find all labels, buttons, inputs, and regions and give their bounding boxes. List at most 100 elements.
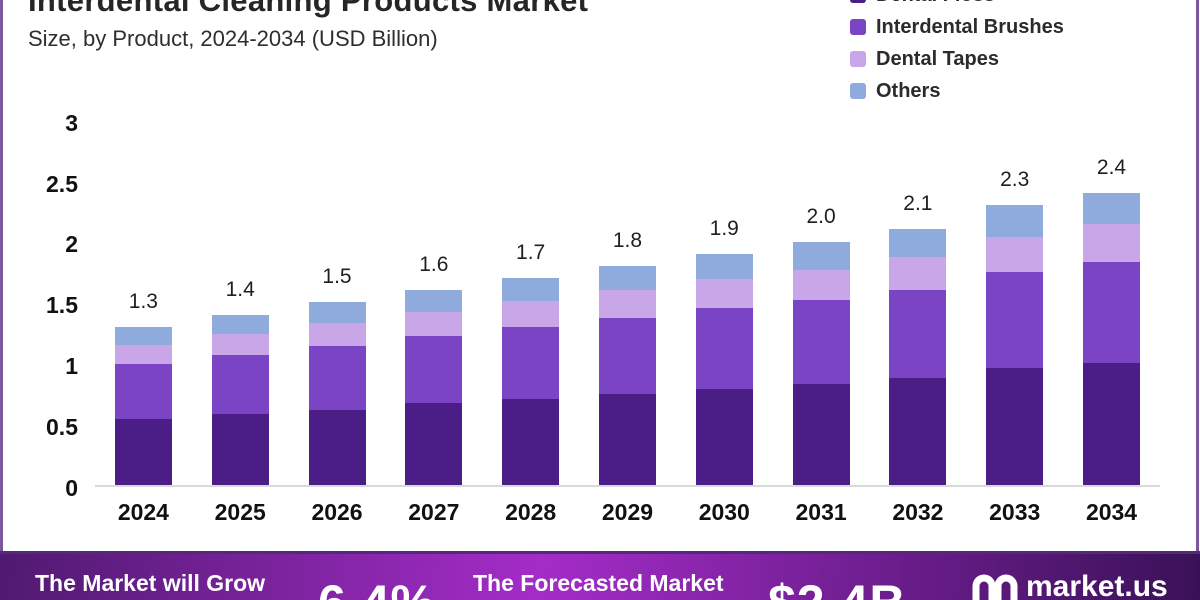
- bar-value-label: 2.3: [1000, 167, 1030, 191]
- stacked-bar-2033: [986, 204, 1044, 485]
- stacked-bar-2030: [695, 253, 753, 485]
- segment-dental-floss: [792, 383, 850, 485]
- footer-growth-value: 6.4%: [318, 574, 436, 600]
- x-axis-label: 2028: [505, 499, 557, 525]
- bar-slot: 1.5: [289, 265, 386, 485]
- y-tick-label: 0.5: [46, 414, 78, 441]
- segment-others: [695, 253, 753, 280]
- segment-others: [114, 326, 172, 345]
- y-tick-label: 3: [65, 109, 78, 136]
- stacked-bar-2027: [405, 290, 463, 485]
- legend-item-others: Others: [850, 79, 1064, 102]
- bar-value-label: 2.0: [806, 204, 836, 228]
- page-title: Interdental Cleaning Products Market: [28, 0, 589, 18]
- segment-others: [308, 302, 366, 324]
- segment-dental-tapes: [211, 334, 269, 355]
- bar-value-label: 2.1: [903, 192, 933, 216]
- bar-slot: 1.3: [95, 290, 192, 485]
- legend-label: Interdental Brushes: [876, 15, 1064, 38]
- bar-slot: 1.8: [579, 229, 676, 485]
- bar-value-label: 1.5: [322, 265, 352, 289]
- x-axis-line: [95, 485, 1160, 487]
- x-axis-label: 2030: [698, 499, 750, 525]
- segment-dental-tapes: [502, 301, 560, 327]
- segment-dental-floss: [405, 403, 463, 485]
- bar-value-label: 1.6: [419, 253, 449, 277]
- stacked-bar-2034: [1083, 192, 1141, 485]
- legend-swatch-dental-floss: [850, 0, 866, 3]
- segment-interdental-brushes: [502, 326, 560, 399]
- segment-dental-tapes: [405, 312, 463, 337]
- legend-item-dental-tapes: Dental Tapes: [850, 47, 1064, 70]
- segment-others: [1083, 192, 1141, 225]
- segment-others: [889, 229, 947, 258]
- segment-interdental-brushes: [308, 346, 366, 410]
- card-border-bottom: [0, 551, 1200, 554]
- bar-value-label: 1.3: [128, 289, 158, 313]
- page-subtitle: Size, by Product, 2024-2034 (USD Billion…: [28, 26, 438, 51]
- bar-slot: 2.1: [870, 192, 967, 485]
- segment-interdental-brushes: [986, 271, 1044, 369]
- x-axis-label: 2033: [989, 499, 1041, 525]
- segment-interdental-brushes: [889, 290, 947, 378]
- bar-slot: 2.0: [773, 205, 870, 485]
- segment-dental-tapes: [308, 323, 366, 347]
- legend-label: Others: [876, 79, 941, 102]
- x-axis-label: 2034: [1085, 499, 1138, 525]
- segment-interdental-brushes: [114, 364, 172, 420]
- legend-swatch-dental-tapes: [850, 51, 866, 67]
- segment-others: [792, 241, 850, 270]
- footer-growth-label: The Market will Grow: [35, 570, 266, 596]
- stacked-bar-2031: [792, 241, 850, 485]
- legend-label: Dental Floss: [876, 0, 995, 7]
- segment-dental-floss: [308, 409, 366, 485]
- segment-dental-tapes: [1083, 224, 1141, 263]
- segment-interdental-brushes: [598, 318, 656, 394]
- stacked-bar-2025: [211, 314, 269, 485]
- segment-interdental-brushes: [405, 336, 463, 404]
- bar-value-label: 1.7: [516, 240, 546, 264]
- segment-dental-floss: [695, 388, 753, 485]
- legend-item-interdental-brushes: Interdental Brushes: [850, 15, 1064, 38]
- segment-dental-floss: [986, 368, 1044, 485]
- bar-slot: 1.6: [385, 253, 482, 485]
- bar-slot: 1.7: [482, 241, 579, 485]
- market-us-logo-icon: [972, 574, 1018, 600]
- bar-slot: 2.3: [966, 168, 1063, 485]
- segment-dental-floss: [1083, 363, 1141, 485]
- y-tick-label: 1: [65, 353, 78, 380]
- bar-value-label: 1.8: [612, 228, 643, 252]
- y-tick-label: 2: [65, 231, 78, 258]
- y-tick-label: 0: [65, 475, 78, 501]
- y-tick-label: 2.5: [46, 170, 78, 197]
- segment-dental-tapes: [695, 279, 753, 309]
- segment-dental-floss: [114, 419, 172, 485]
- segment-dental-tapes: [598, 290, 656, 319]
- card-border-right: [1196, 0, 1199, 554]
- x-axis-label: 2026: [311, 499, 363, 525]
- bar-slot: 1.9: [676, 217, 773, 485]
- card-border-left: [0, 0, 3, 554]
- x-axis-label: 2031: [795, 499, 847, 525]
- segment-dental-floss: [598, 393, 656, 485]
- y-tick-label: 1.5: [46, 292, 78, 319]
- segment-others: [598, 265, 656, 291]
- bars: 1.3 1.4 1.5 1.6 1.7 1.8 1.9 2.0 2.1 2.3 2.4: [95, 100, 1160, 485]
- segment-interdental-brushes: [211, 354, 269, 415]
- brand-name: market.us: [1026, 570, 1168, 600]
- footer-forecast-value: $2.4B: [768, 574, 906, 600]
- x-axis-label: 2024: [117, 499, 169, 525]
- footer-forecast-label: The Forecasted Market: [473, 570, 724, 596]
- segment-dental-floss: [502, 398, 560, 485]
- segment-others: [986, 204, 1044, 237]
- legend: Dental Floss Interdental Brushes Dental …: [850, 0, 1064, 113]
- segment-interdental-brushes: [1083, 262, 1141, 364]
- segment-interdental-brushes: [792, 299, 850, 384]
- legend-label: Dental Tapes: [876, 47, 999, 70]
- segment-dental-tapes: [889, 257, 947, 291]
- segment-others: [502, 277, 560, 302]
- stacked-bar-2024: [114, 326, 172, 485]
- segment-dental-tapes: [792, 269, 850, 300]
- brand-logo: market.us: [972, 570, 1168, 600]
- bar-value-label: 1.9: [709, 216, 739, 240]
